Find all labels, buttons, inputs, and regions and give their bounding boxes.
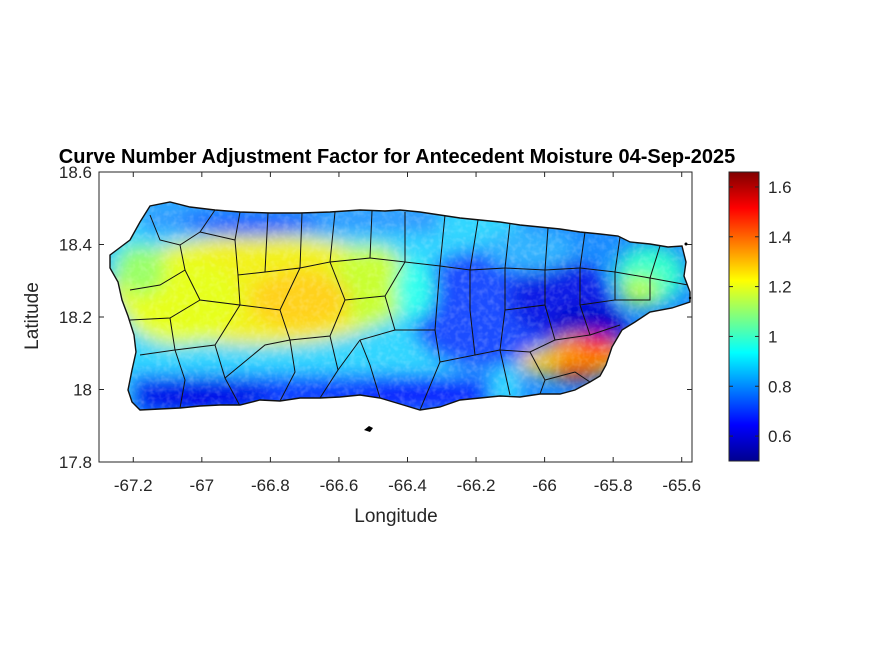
- colorbar-ticks: 0.6 0.8 1 1.2 1.4 1.6: [729, 178, 792, 446]
- municipality-borders: [129, 209, 689, 410]
- chart-title: Curve Number Adjustment Factor for Antec…: [59, 146, 735, 168]
- caja-de-muertos-island: [364, 426, 373, 432]
- colorbar-tick-label: 0.6: [768, 427, 792, 446]
- colorbar-tick-label: 1.4: [768, 228, 792, 247]
- islet-east: [684, 242, 688, 246]
- x-tick-label: -66.4: [388, 476, 427, 495]
- colorbar-tick-label: 0.8: [768, 377, 792, 396]
- x-tick-label: -66.8: [251, 476, 290, 495]
- colorbar-tick-label: 1.2: [768, 278, 792, 297]
- y-tick-label: 18.6: [59, 163, 92, 182]
- island-field: [110, 202, 690, 410]
- colorbar-tick-label: 1.6: [768, 178, 792, 197]
- x-tick-label: -67: [190, 476, 215, 495]
- island-outline: [109, 201, 691, 411]
- islet-east-2: [688, 296, 692, 300]
- y-tick-label: 18: [73, 381, 92, 400]
- x-tick-label: -65.6: [662, 476, 701, 495]
- colorbar: [728, 171, 760, 462]
- x-tick-label: -67.2: [114, 476, 153, 495]
- x-tick-label: -66.2: [457, 476, 496, 495]
- x-axis-label: Longitude: [354, 506, 437, 527]
- x-tick-label: -65.8: [594, 476, 633, 495]
- x-tick-label: -66.6: [320, 476, 359, 495]
- x-axis: -67.2 -67 -66.8 -66.6 -66.4 -66.2 -66 -65.8 -65.…: [114, 172, 701, 495]
- y-axis: 17.8 18 18.2 18.4 18.6: [59, 163, 692, 472]
- x-tick-label: -66: [532, 476, 557, 495]
- y-tick-label: 18.2: [59, 308, 92, 327]
- y-tick-label: 17.8: [59, 453, 92, 472]
- colorbar-tick-label: 1: [768, 327, 777, 346]
- y-axis-label: Latitude: [22, 282, 43, 350]
- y-tick-label: 18.4: [59, 236, 92, 255]
